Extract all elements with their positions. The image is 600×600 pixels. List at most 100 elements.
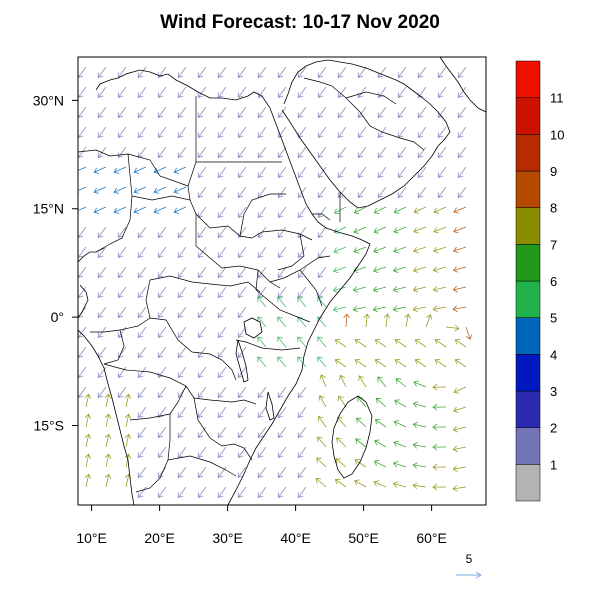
wind-vector	[412, 421, 427, 429]
wind-vector	[317, 146, 327, 159]
colorbar-label: 11	[550, 91, 564, 106]
wind-vector	[297, 296, 307, 308]
wind-vector	[137, 286, 147, 299]
wind-vector	[257, 166, 267, 179]
colorbar-label: 4	[550, 347, 557, 362]
wind-vector	[257, 406, 267, 419]
wind-vector	[297, 486, 307, 499]
wind-vector	[317, 166, 327, 179]
wind-vector	[137, 106, 147, 119]
wind-vector	[177, 106, 187, 119]
wind-vector	[217, 186, 227, 199]
wind-vector	[237, 186, 247, 199]
wind-vector	[437, 86, 447, 99]
wind-vector	[437, 66, 447, 79]
wind-vector	[78, 146, 87, 159]
wind-vector	[377, 376, 387, 388]
wind-vector	[113, 206, 127, 214]
y-tick-label: 0°	[51, 309, 64, 325]
wind-vector	[257, 336, 267, 348]
wind-vector	[432, 483, 447, 491]
wind-vector	[177, 86, 187, 99]
wind-vector	[157, 306, 167, 319]
wind-vector	[277, 146, 287, 159]
wind-vector	[373, 206, 387, 214]
wind-vector	[97, 246, 107, 259]
wind-vector	[78, 326, 87, 339]
colorbar-swatch	[515, 427, 541, 465]
wind-vector	[337, 416, 347, 428]
wind-vector	[297, 386, 307, 399]
wind-vector	[277, 356, 287, 368]
wind-vector	[97, 126, 107, 139]
wind-vector	[177, 326, 187, 339]
wind-vector	[417, 106, 427, 119]
wind-vector	[78, 346, 87, 359]
wind-vector	[177, 266, 187, 279]
wind-vector	[373, 480, 387, 488]
wind-vector	[277, 466, 287, 479]
wind-vector	[357, 166, 367, 179]
wind-vector	[412, 305, 427, 313]
wind-vector	[257, 106, 267, 119]
wind-vector	[257, 266, 267, 279]
colorbar-swatch	[515, 244, 541, 282]
wind-vector	[358, 375, 367, 388]
wind-vector	[177, 246, 187, 259]
wind-vector	[197, 86, 207, 99]
wind-vector	[78, 186, 87, 194]
wind-vector	[78, 66, 87, 79]
wind-vector	[78, 246, 87, 259]
wind-vector	[237, 246, 247, 259]
wind-vector	[237, 126, 247, 139]
wind-vector	[197, 146, 207, 159]
wind-vector	[257, 356, 267, 368]
wind-vector	[337, 146, 347, 159]
wind-vector	[395, 378, 407, 388]
wind-vector	[452, 246, 467, 254]
wind-vector	[453, 206, 467, 214]
wind-vector	[237, 86, 247, 99]
wind-vector	[93, 206, 107, 214]
wind-vector	[104, 393, 112, 408]
colorbar-label: 9	[550, 164, 557, 179]
wind-vector	[394, 359, 407, 368]
wind-vector	[397, 86, 407, 99]
wind-vector	[217, 206, 227, 219]
x-tick-label: 40°E	[280, 530, 311, 546]
wind-vector	[363, 313, 371, 328]
wind-vector	[297, 466, 307, 479]
wind-vector	[337, 166, 347, 179]
wind-vector	[392, 461, 407, 468]
wind-vector	[277, 426, 287, 439]
wind-vector	[452, 406, 467, 413]
wind-vector	[433, 246, 447, 254]
colorbar-swatch	[515, 207, 541, 245]
colorbar-swatch	[515, 134, 541, 172]
wind-vector	[217, 266, 227, 279]
wind-vector	[117, 246, 127, 259]
wind-vector	[137, 246, 147, 259]
wind-vector	[124, 433, 132, 448]
africa-west-coast	[78, 329, 135, 505]
wind-vector	[412, 442, 427, 449]
wind-vector	[317, 226, 327, 239]
wind-vector	[432, 266, 447, 273]
wind-vector	[414, 339, 427, 348]
wind-vector	[277, 316, 287, 328]
wind-vector	[374, 439, 387, 448]
wind-vector	[317, 186, 327, 199]
wind-vector	[197, 466, 207, 479]
wind-vector	[297, 66, 307, 79]
lake-victoria	[243, 317, 263, 339]
wind-vector	[277, 246, 287, 259]
wind-vector	[353, 226, 367, 234]
wind-vector	[157, 226, 167, 239]
wind-vector	[277, 206, 287, 219]
wind-vector	[157, 446, 167, 459]
wind-vector	[336, 437, 347, 448]
wind-vector	[157, 146, 167, 159]
wind-vector	[277, 266, 287, 279]
colorbar-swatch	[515, 60, 541, 98]
